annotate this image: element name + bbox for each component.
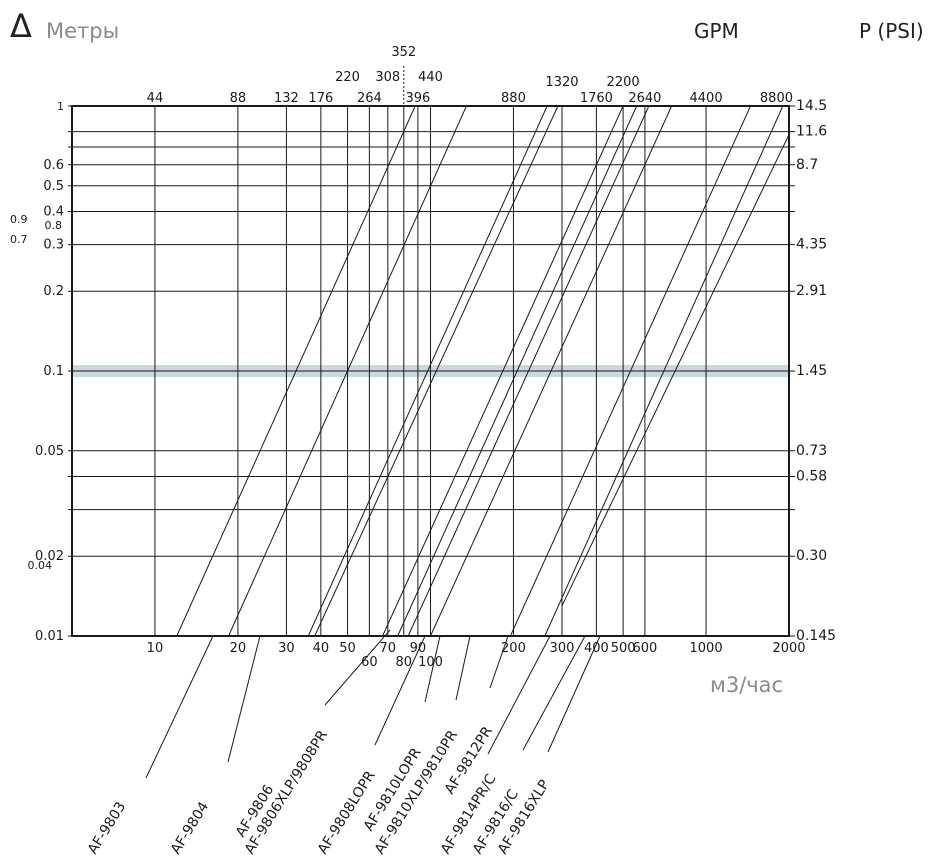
y-tick-label: 0.4: [43, 204, 64, 219]
x-tick-label: 400: [584, 641, 609, 656]
gpm-tick-label: 88: [230, 91, 247, 106]
series-label: AF-9804: [168, 799, 213, 857]
series-leader-line: [455, 635, 471, 701]
psi-tick-label: 4.35: [796, 237, 827, 253]
series-leader-line: [227, 635, 261, 763]
x-tick-label: 2000: [772, 641, 805, 656]
series-leader-line: [424, 635, 441, 703]
series-line: [314, 105, 559, 637]
psi-tick-label: 0.73: [796, 443, 827, 459]
psi-tick-label: 0.58: [796, 468, 827, 484]
x-tick-label: 300: [550, 641, 575, 656]
y-tick-label: 0.3: [43, 238, 64, 253]
gpm-tick-label: 1760: [580, 91, 613, 106]
delta-symbol: Δ: [10, 7, 32, 45]
x-tick-label: 10: [147, 641, 164, 656]
gpm-tick-label: 880: [501, 91, 526, 106]
y-tick-label: 0.6: [43, 158, 64, 173]
y-tick-label: 0.02: [35, 549, 64, 564]
series-leader-line: [489, 635, 509, 689]
gpm-tick-label: 132: [274, 91, 299, 106]
series-leader-line: [374, 635, 426, 746]
series-line: [397, 105, 638, 637]
gpm-tick-label: 2640: [628, 91, 661, 106]
gpm-tick-label: 308: [375, 70, 400, 85]
series-line: [176, 105, 416, 637]
x-tick-label: 70: [380, 641, 397, 656]
y-tick-label: 0.5: [43, 179, 64, 194]
y-tick-label: 0.2: [43, 284, 64, 299]
series-line: [509, 105, 751, 637]
gpm-tick-label: 396: [405, 91, 430, 106]
x-tick-label: 60: [361, 655, 378, 670]
psi-tick-label: 11.6: [796, 124, 827, 140]
y-extra-label: 0.8: [45, 219, 63, 232]
x-tick-label: 80: [396, 655, 413, 670]
series-line: [407, 105, 650, 637]
gpm-tick-label: 352: [391, 45, 416, 60]
psi-tick-label: 14.5: [796, 98, 827, 114]
series-leader-line: [324, 629, 391, 706]
gpm-tick-label: 44: [147, 91, 164, 106]
series-leader-line: [145, 635, 214, 779]
gpm-tick-label: 220: [335, 70, 360, 85]
x-tick-label: 600: [633, 641, 658, 656]
y-tick-label: 0.05: [35, 444, 64, 459]
psi-tick-label: 1.45: [796, 363, 827, 379]
psi-tick-label: 0.30: [796, 548, 827, 564]
series-leader-line: [547, 635, 601, 753]
gpm-tick-label: 1320: [545, 75, 578, 90]
gpm-tick-label: 2200: [607, 75, 640, 90]
x-axis-unit-label: м3/час: [710, 673, 784, 697]
y-extra-label: 0.04: [28, 559, 53, 572]
x-tick-label: 20: [230, 641, 247, 656]
gpm-tick-label: 440: [418, 70, 443, 85]
series-leader-line: [487, 635, 551, 755]
x-tick-label: 500: [611, 641, 636, 656]
x-tick-label: 1000: [690, 641, 723, 656]
series-line: [430, 105, 673, 637]
gpm-tick-label: 8800: [760, 91, 793, 106]
y-extra-label: 0.9: [10, 213, 28, 226]
series-line: [561, 134, 790, 607]
gpm-tick-label: 4400: [690, 91, 723, 106]
x-tick-label: 30: [278, 641, 295, 656]
psi-tick-label: 2.91: [796, 283, 827, 299]
y-tick-label: 0.01: [35, 629, 64, 644]
x-tick-label: 90: [410, 641, 427, 656]
psi-tick-label: 8.7: [796, 157, 818, 173]
series-line: [307, 105, 548, 637]
y-tick-label: 0.1: [43, 364, 64, 379]
gpm-tick-label: 176: [308, 91, 333, 106]
series-line: [382, 105, 624, 637]
psi-tick-label: 0.145: [796, 628, 836, 644]
series-line: [228, 105, 467, 637]
y-tick-label: 1: [57, 100, 64, 113]
x-tick-label: 50: [339, 641, 356, 656]
plot-frame: [71, 105, 790, 637]
gpm-axis-title: GPM: [694, 19, 739, 43]
series-label: AF-9806XLP/9808PR: [242, 727, 331, 857]
psi-axis-title: P (PSI): [859, 19, 924, 43]
y-extra-label: 0.7: [10, 233, 28, 246]
x-tick-label: 100: [418, 655, 443, 670]
x-tick-label: 40: [313, 641, 330, 656]
gpm-tick-label: 264: [357, 91, 382, 106]
series-label: AF-9803: [85, 799, 129, 857]
series-leader-line: [522, 635, 586, 751]
x-tick-label: 200: [501, 641, 526, 656]
series-line: [544, 105, 784, 637]
y-axis-title: Метры: [46, 19, 120, 43]
